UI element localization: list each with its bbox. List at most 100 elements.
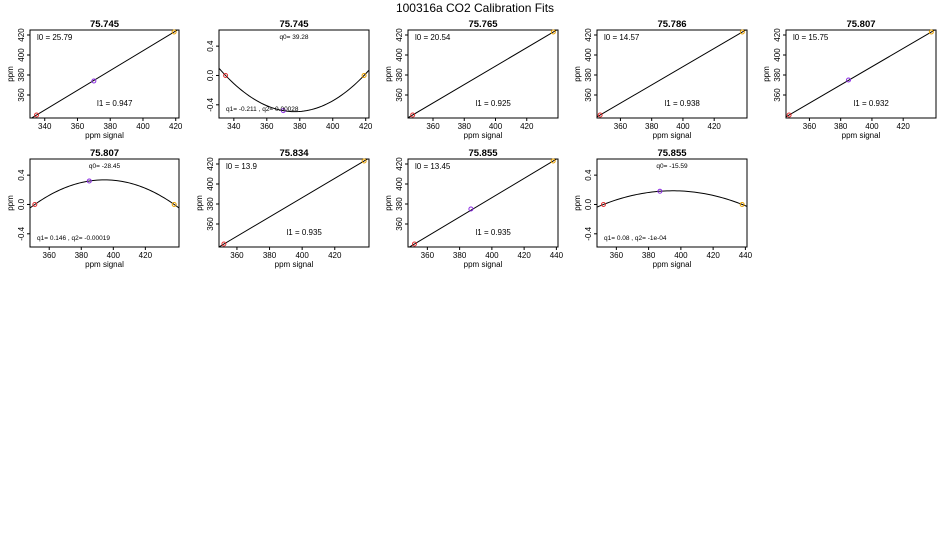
x-axis-label: ppm signal	[275, 260, 314, 269]
data-point	[597, 112, 603, 118]
x-tick-label: 420	[139, 251, 153, 260]
plot-frame	[407, 29, 559, 119]
data-point	[410, 112, 416, 118]
data-point	[171, 29, 177, 35]
y-tick-label: 360	[17, 88, 26, 102]
y-tick-label: 420	[584, 28, 593, 42]
y-axis-label: ppm	[762, 66, 771, 82]
y-tick-label: 400	[773, 48, 782, 62]
data-point	[600, 201, 606, 207]
y-axis-label: ppm	[195, 195, 204, 211]
x-tick-label: 420	[706, 251, 720, 260]
x-tick-label: 440	[739, 251, 753, 260]
coefficient-label-a: l0 = 14.57	[604, 33, 640, 42]
y-tick-label: 360	[773, 88, 782, 102]
calibration-panel-8: 75.855 360 380 400 420 440 360 380 400 420 ppm sig…	[384, 148, 564, 269]
panel-title: 75.807	[90, 148, 119, 159]
data-point	[171, 201, 177, 207]
plot-frame	[596, 158, 748, 248]
coefficient-label-b: l1 = 0.938	[665, 99, 701, 108]
y-tick-label: -0.4	[206, 97, 215, 111]
calibration-panel-2: 75.745 340 360 380 400 420 -0.4 0.0 0.4 q0= 39.28…	[206, 19, 373, 131]
y-axis-label: ppm	[573, 195, 582, 211]
x-tick-label: 360	[610, 251, 624, 260]
x-tick-label: 380	[75, 251, 89, 260]
panel-title: 75.786	[657, 19, 686, 30]
panel-title: 75.745	[279, 19, 309, 30]
x-tick-label: 400	[676, 122, 690, 131]
x-tick-label: 360	[421, 251, 435, 260]
y-tick-label: 360	[395, 88, 404, 102]
x-tick-label: 360	[426, 122, 440, 131]
coefficient-label-b: l1 = 0.935	[287, 228, 323, 237]
y-tick-label: 0.0	[17, 198, 26, 210]
x-tick-label: 440	[550, 251, 564, 260]
fit-curve	[30, 179, 179, 209]
coefficient-label-b: q1= 0.08 , q2= -1e-04	[604, 235, 667, 242]
plot-frame	[218, 158, 370, 248]
x-tick-label: 360	[230, 251, 244, 260]
y-tick-label: 380	[395, 68, 404, 82]
plot-frame	[596, 29, 748, 119]
y-tick-label: 0.0	[584, 198, 593, 210]
data-point	[550, 158, 556, 164]
x-tick-label: 360	[614, 122, 628, 131]
x-tick-label: 380	[642, 251, 656, 260]
coefficient-label-b: l1 = 0.932	[854, 99, 890, 108]
coefficient-label-b: q1= 0.146 , q2= -0.00019	[37, 235, 110, 242]
coefficient-label-a: q0= -15.59	[656, 163, 688, 170]
y-tick-label: 400	[395, 177, 404, 191]
y-axis-label: ppm	[6, 195, 15, 211]
coefficient-label-a: q0= 39.28	[279, 34, 308, 41]
coefficient-label-b: l1 = 0.947	[97, 99, 133, 108]
x-tick-label: 380	[834, 122, 848, 131]
data-point	[550, 29, 556, 35]
calibration-panel-5: 75.807 360 380 400 420 360 380 400 420 ppm signal…	[762, 19, 937, 140]
x-axis-label: ppm signal	[842, 131, 881, 140]
x-tick-label: 340	[227, 122, 241, 131]
data-point	[34, 112, 40, 118]
panel-title: 75.855	[657, 148, 687, 159]
x-tick-label: 380	[453, 251, 467, 260]
panel-title: 75.745	[90, 19, 120, 30]
fit-line	[786, 30, 936, 118]
y-tick-label: 360	[206, 217, 215, 231]
x-tick-label: 380	[104, 122, 118, 131]
calibration-panel-4: 75.786 360 380 400 420 360 380 400 420 ppm signal…	[573, 19, 748, 140]
panels: 75.745 340 360 380 400 420 360 380 400 420 ppm sig…	[6, 19, 937, 269]
data-point	[846, 77, 851, 83]
x-tick-label: 420	[517, 251, 531, 260]
x-tick-label: 420	[328, 251, 342, 260]
data-point	[468, 206, 474, 212]
coefficient-label-a: l0 = 20.54	[415, 33, 451, 42]
fit-line	[408, 30, 558, 118]
panel-title: 75.855	[468, 148, 498, 159]
y-axis-label: ppm	[6, 66, 15, 82]
plot-frame	[218, 29, 370, 119]
data-point	[361, 158, 367, 164]
plot-frame	[29, 158, 180, 248]
data-point	[786, 112, 792, 118]
panel-title: 75.765	[468, 19, 498, 30]
fit-curve	[219, 67, 369, 113]
panel-title: 75.807	[846, 19, 875, 30]
y-tick-label: 420	[773, 28, 782, 42]
x-axis-label: ppm signal	[653, 260, 692, 269]
data-point	[32, 201, 38, 207]
x-tick-label: 400	[107, 251, 121, 260]
x-tick-label: 360	[260, 122, 274, 131]
x-tick-label: 400	[295, 251, 309, 260]
x-tick-label: 400	[674, 251, 688, 260]
x-axis-label: ppm signal	[464, 260, 503, 269]
y-tick-label: 0.4	[584, 169, 593, 181]
y-tick-label: 420	[395, 157, 404, 171]
coefficient-label-a: q0= -28.45	[89, 163, 121, 170]
data-point	[657, 188, 663, 194]
x-axis-label: ppm signal	[464, 131, 503, 140]
panel-title: 75.834	[279, 148, 309, 159]
data-point	[739, 201, 745, 207]
data-point	[280, 108, 286, 114]
x-tick-label: 360	[43, 251, 57, 260]
y-tick-label: 0.4	[17, 169, 26, 181]
